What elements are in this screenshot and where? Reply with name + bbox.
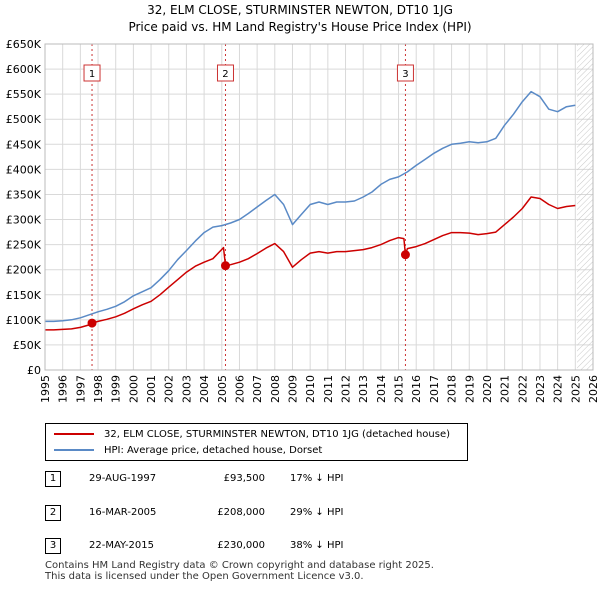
x-tick-label: 2025 bbox=[569, 375, 582, 403]
sale-date: 29-AUG-1997 bbox=[89, 473, 157, 484]
x-tick-label: 2001 bbox=[145, 375, 158, 403]
sale-number-badge: 3 bbox=[45, 538, 61, 554]
sale-number-badge: 2 bbox=[45, 505, 61, 521]
sale-number-badge: 1 bbox=[45, 471, 61, 487]
sale-marker-box bbox=[216, 64, 234, 82]
y-tick-label: £600K bbox=[6, 63, 42, 76]
sale-point bbox=[400, 250, 410, 260]
y-tick-label: £350K bbox=[6, 188, 42, 201]
chart-subtitle: Price paid vs. HM Land Registry's House … bbox=[128, 20, 472, 34]
y-tick-label: £300K bbox=[6, 214, 42, 227]
footer-attribution: Contains HM Land Registry data © Crown c… bbox=[45, 560, 434, 582]
plot-area bbox=[45, 44, 593, 370]
y-tick-label: £100K bbox=[6, 314, 42, 327]
x-tick-label: 2024 bbox=[552, 375, 565, 403]
y-tick-label: £200K bbox=[6, 264, 42, 277]
x-tick-label: 1998 bbox=[92, 375, 105, 403]
x-tick-label: 2017 bbox=[428, 375, 441, 403]
legend-label-hpi: HPI: Average price, detached house, Dors… bbox=[104, 445, 323, 456]
sale-row: 1 29-AUG-1997 £93,500 17% ↓ HPI bbox=[45, 471, 445, 489]
legend-swatch-property bbox=[54, 433, 94, 435]
x-tick-label: 1997 bbox=[74, 375, 87, 403]
price-chart: 1 2 3 £0 £50K £100K £150K £200K £250K £300K £350K… bbox=[6, 38, 600, 403]
y-tick-label: £450K bbox=[6, 138, 42, 151]
chart-title: 32, ELM CLOSE, STURMINSTER NEWTON, DT10 … bbox=[147, 3, 453, 17]
x-tick-label: 2015 bbox=[393, 375, 406, 403]
y-tick-label: £0 bbox=[27, 364, 41, 377]
x-tick-label: 2011 bbox=[322, 375, 335, 403]
hpi-line bbox=[45, 90, 576, 323]
sale-marker-box bbox=[396, 64, 414, 82]
x-tick-label: 2006 bbox=[233, 375, 246, 403]
forecast-hatch bbox=[577, 44, 593, 370]
x-tick-label: 2002 bbox=[163, 375, 176, 403]
x-tick-label: 2022 bbox=[516, 375, 529, 403]
x-tick-label: 2008 bbox=[269, 375, 282, 403]
sale-row: 2 16-MAR-2005 £208,000 29% ↓ HPI bbox=[45, 505, 445, 523]
legend-label-property: 32, ELM CLOSE, STURMINSTER NEWTON, DT10 … bbox=[104, 429, 451, 440]
x-tick-label: 2013 bbox=[357, 375, 370, 403]
y-tick-label: £250K bbox=[6, 239, 42, 252]
x-tick-label: 1996 bbox=[57, 375, 70, 403]
property-price-line bbox=[45, 196, 576, 331]
y-tick-label: £150K bbox=[6, 289, 42, 302]
sale-date: 22-MAY-2015 bbox=[89, 540, 155, 551]
x-tick-label: 2016 bbox=[410, 375, 423, 403]
x-tick-label: 2018 bbox=[446, 375, 459, 403]
sale-hpi-diff: 17% ↓ HPI bbox=[290, 473, 344, 484]
legend-swatch-hpi bbox=[54, 449, 94, 451]
sale-marker-box bbox=[83, 64, 101, 82]
y-tick-label: £50K bbox=[13, 339, 42, 352]
x-tick-label: 2021 bbox=[499, 375, 512, 403]
sale-point bbox=[87, 318, 97, 328]
y-tick-label: £650K bbox=[6, 38, 42, 51]
x-tick-label: 2003 bbox=[180, 375, 193, 403]
x-tick-label: 2004 bbox=[198, 375, 211, 403]
x-tick-label: 2010 bbox=[304, 375, 317, 403]
sale-point bbox=[220, 261, 230, 271]
sale-date: 16-MAR-2005 bbox=[89, 507, 157, 518]
y-tick-label: £500K bbox=[6, 113, 42, 126]
y-tick-label: £550K bbox=[6, 88, 42, 101]
x-tick-label: 2020 bbox=[481, 375, 494, 403]
sale-row: 3 22-MAY-2015 £230,000 38% ↓ HPI bbox=[45, 538, 445, 556]
y-tick-label: £400K bbox=[6, 163, 42, 176]
sale-price: £93,500 bbox=[223, 473, 265, 484]
x-tick-label: 1995 bbox=[39, 375, 52, 403]
sale-price: £230,000 bbox=[217, 540, 265, 551]
sale-marker-label: 3 bbox=[402, 69, 408, 80]
x-tick-label: 1999 bbox=[110, 375, 123, 403]
sale-marker-label: 1 bbox=[89, 69, 95, 80]
x-tick-label: 2007 bbox=[251, 375, 264, 403]
x-tick-label: 2019 bbox=[463, 375, 476, 403]
sale-price: £208,000 bbox=[217, 507, 265, 518]
plot-border bbox=[44, 43, 594, 371]
footer-line-2: This data is licensed under the Open Gov… bbox=[45, 571, 364, 582]
x-tick-label: 2014 bbox=[375, 375, 388, 403]
legend-item-property: 32, ELM CLOSE, STURMINSTER NEWTON, DT10 … bbox=[54, 427, 450, 443]
sale-marker-label: 2 bbox=[222, 69, 228, 80]
x-tick-label: 2023 bbox=[534, 375, 547, 403]
footer-line-1: Contains HM Land Registry data © Crown c… bbox=[45, 560, 434, 571]
x-tick-label: 2026 bbox=[587, 375, 600, 403]
sale-hpi-diff: 38% ↓ HPI bbox=[290, 540, 344, 551]
legend: 32, ELM CLOSE, STURMINSTER NEWTON, DT10 … bbox=[45, 423, 468, 461]
x-tick-label: 2000 bbox=[127, 375, 140, 403]
x-tick-label: 2009 bbox=[286, 375, 299, 403]
legend-item-hpi: HPI: Average price, detached house, Dors… bbox=[54, 443, 322, 459]
sale-hpi-diff: 29% ↓ HPI bbox=[290, 507, 344, 518]
x-tick-label: 2005 bbox=[216, 375, 229, 403]
x-tick-label: 2012 bbox=[340, 375, 353, 403]
